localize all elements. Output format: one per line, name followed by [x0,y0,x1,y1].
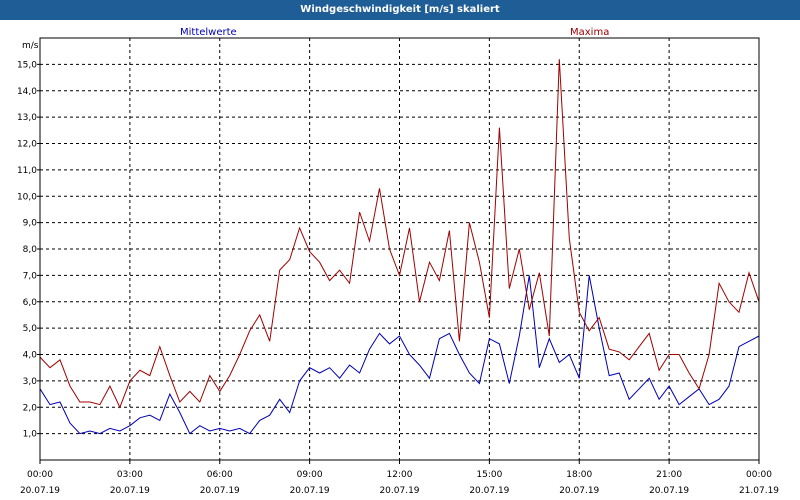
x-tick-time: 06:00 [207,470,233,480]
y-tick-label: 6,0 [23,298,38,308]
x-tick-date: 20.07.19 [200,486,240,496]
y-axis-label: m/s [22,41,39,51]
y-tick-label: 5,0 [23,324,38,334]
x-tick-date: 20.07.19 [20,486,60,496]
y-tick-label: 4,0 [23,351,38,361]
y-tick-label: 11,0 [17,166,37,176]
y-tick-label: 3,0 [23,377,38,387]
y-tick-label: 8,0 [23,245,38,255]
x-tick-time: 12:00 [387,470,413,480]
x-tick-date: 20.07.19 [649,486,689,496]
y-tick-label: 14,0 [17,87,37,97]
y-tick-label: 7,0 [23,271,38,281]
x-tick-date: 20.07.19 [379,486,419,496]
y-tick-label: 1,0 [23,430,38,440]
y-tick-label: 2,0 [23,403,38,413]
x-tick-time: 03:00 [117,470,143,480]
x-tick-date: 20.07.19 [559,486,599,496]
legend-maxima: Maxima [570,27,610,38]
x-tick-time: 21:00 [656,470,682,480]
y-tick-label: 12,0 [17,140,37,150]
x-tick-date: 20.07.19 [469,486,509,496]
series-line-mittelwerte [39,275,760,435]
y-tick-label: 13,0 [17,113,37,123]
x-tick-date: 20.07.19 [290,486,330,496]
x-tick-time: 09:00 [297,470,323,480]
y-tick-label: 10,0 [17,192,37,202]
x-tick-date: 21.07.19 [739,486,779,496]
legend-mittelwerte: Mittelwerte [180,27,237,38]
chart-title: Windgeschwindigkeit [m/s] skaliert [0,0,800,20]
x-tick-time: 15:00 [476,470,502,480]
y-tick-label: 9,0 [23,219,38,229]
x-tick-date: 20.07.19 [110,486,150,496]
x-tick-time: 00:00 [746,470,772,480]
series-line-maxima [39,59,760,409]
x-tick-time: 18:00 [566,470,592,480]
y-tick-label: 15,0 [17,60,37,70]
x-tick-time: 00:00 [27,470,53,480]
